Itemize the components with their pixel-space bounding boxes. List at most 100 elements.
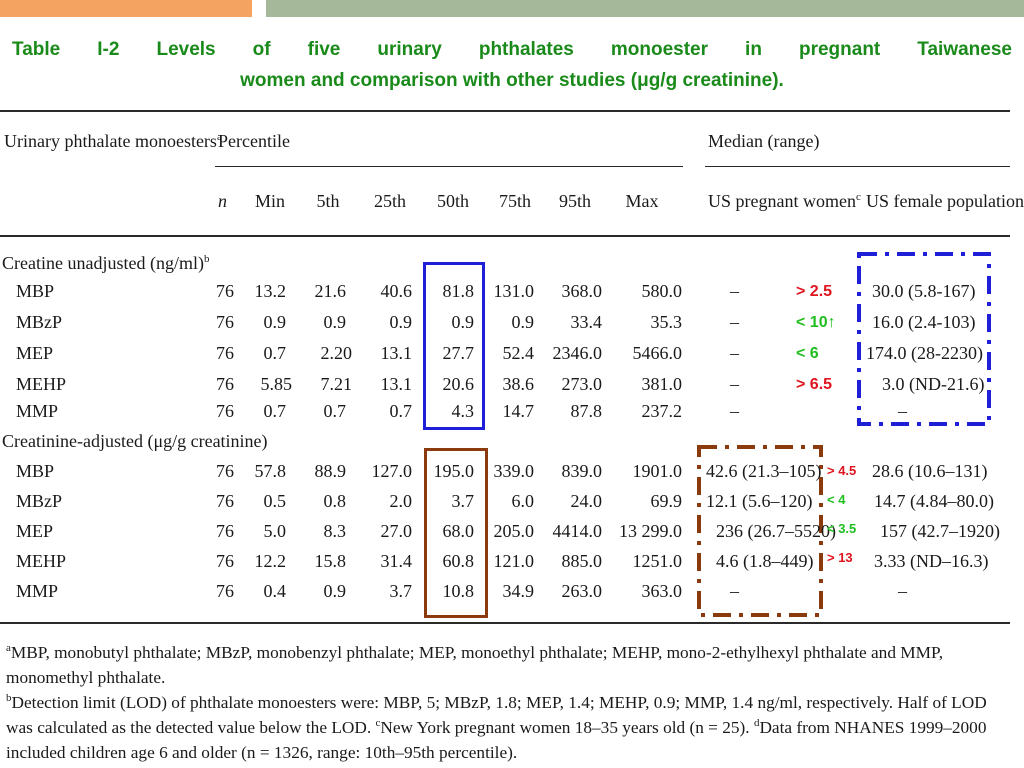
cell-us-pregnant: – [730, 343, 739, 363]
cell-p95: 4414.0 [552, 521, 603, 541]
section-label-unadjusted: Creatine unadjusted (ng/ml)b [2, 253, 210, 273]
cell-n: 76 [216, 312, 234, 332]
cell-p95: 33.4 [570, 312, 603, 332]
dashed-box-us-pregnant-adjusted [697, 445, 823, 617]
top-accent-bar-green [266, 0, 1024, 17]
title-line-2: women and comparison with other studies … [240, 70, 784, 91]
header-monoesters: Urinary phthalate monoestersa [4, 131, 222, 151]
cell-n: 76 [216, 521, 234, 541]
header-75th: 75th [498, 191, 531, 211]
cell-p50: 3.7 [451, 491, 475, 511]
cell-p75: 0.9 [511, 312, 535, 332]
annotation-ratio: < 6 [796, 345, 819, 362]
cell-min: 57.8 [254, 461, 287, 481]
cell-n: 76 [216, 491, 234, 511]
cell-p25: 27.0 [380, 521, 413, 541]
header-percentile: Percentile [218, 131, 290, 151]
cell-p95: 839.0 [561, 461, 603, 481]
cell-p5: 88.9 [314, 461, 347, 481]
annotation-ratio: > 13 [827, 550, 853, 565]
cell-us-female: 16.0 (2.4-103) [872, 312, 976, 332]
cell-us-pregnant: 12.1 (5.6–120) [706, 491, 813, 511]
highlight-box-50th-unadjusted [423, 262, 485, 430]
cell-p95: 368.0 [561, 281, 603, 301]
cell-p75: 339.0 [493, 461, 535, 481]
cell-p50: 20.6 [442, 374, 475, 394]
cell-p5: 0.9 [323, 581, 347, 601]
cell-max: 237.2 [641, 401, 683, 421]
cell-max: 363.0 [641, 581, 683, 601]
cell-p75: 34.9 [502, 581, 535, 601]
cell-us-female: 14.7 (4.84–80.0) [874, 491, 994, 511]
percentile-underline [215, 166, 683, 167]
cell-p50: 27.7 [442, 343, 475, 363]
cell-max: 580.0 [641, 281, 683, 301]
row-name: MMP [16, 581, 59, 601]
row-name: MEP [16, 343, 54, 363]
cell-us-pregnant: – [730, 374, 739, 394]
table-footnotes: aMBP, monobutyl phthalate; MBzP, monoben… [6, 640, 1016, 765]
cell-p5: 0.7 [323, 401, 347, 421]
cell-p75: 52.4 [502, 343, 535, 363]
cell-min: 13.2 [254, 281, 287, 301]
row-name: MBzP [16, 312, 63, 332]
cell-max: 381.0 [641, 374, 683, 394]
cell-p25: 0.9 [389, 312, 413, 332]
cell-min: 0.9 [263, 312, 287, 332]
cell-min: 0.5 [263, 491, 287, 511]
annotation-ratio: < 10↑ [796, 314, 836, 331]
header-n: n [218, 191, 227, 211]
cell-p25: 40.6 [380, 281, 413, 301]
annotation-ratio: > 6.5 [796, 376, 833, 393]
cell-p50: 0.9 [451, 312, 475, 332]
cell-us-female: 174.0 (28-2230) [866, 343, 983, 363]
cell-n: 76 [216, 401, 234, 421]
cell-us-female: 28.6 (10.6–131) [872, 461, 988, 481]
row-name: MMP [16, 401, 59, 421]
header-95th: 95th [558, 191, 591, 211]
cell-p95: 273.0 [561, 374, 603, 394]
cell-n: 76 [216, 551, 234, 571]
cell-us-pregnant: 4.6 (1.8–449) [716, 551, 814, 571]
cell-us-pregnant: – [730, 281, 739, 301]
cell-p95: 87.8 [570, 401, 603, 421]
cell-us-pregnant: 236 (26.7–5520) [716, 521, 836, 541]
highlight-box-50th-adjusted [424, 448, 488, 618]
row-name: MEHP [16, 551, 67, 571]
top-accent-bar-orange [0, 0, 252, 17]
cell-min: 0.7 [263, 401, 287, 421]
header-median-range: Median (range) [708, 131, 820, 151]
cell-us-female: 3.0 (ND-21.6) [882, 374, 985, 394]
cell-p25: 31.4 [380, 551, 413, 571]
cell-us-pregnant: – [730, 312, 739, 332]
cell-us-female: – [898, 401, 907, 421]
header-us-female: US female populationd [866, 191, 1024, 211]
row-name: MBzP [16, 491, 63, 511]
cell-p25: 13.1 [380, 343, 413, 363]
cell-min: 0.4 [263, 581, 287, 601]
cell-p5: 15.8 [314, 551, 347, 571]
cell-p75: 6.0 [511, 491, 535, 511]
cell-n: 76 [216, 461, 234, 481]
header-5th: 5th [316, 191, 340, 211]
cell-min: 5.85 [260, 374, 293, 394]
annotation-ratio: > 2.5 [796, 283, 833, 300]
cell-us-female: 30.0 (5.8-167) [872, 281, 976, 301]
header-us-pregnant: US pregnant womenc [708, 191, 861, 211]
cell-us-female: – [898, 581, 907, 601]
cell-p5: 8.3 [323, 521, 347, 541]
cell-n: 76 [216, 581, 234, 601]
cell-p5: 0.9 [323, 312, 347, 332]
row-name: MBP [16, 281, 55, 301]
cell-us-female: 3.33 (ND–16.3) [874, 551, 989, 571]
cell-p25: 3.7 [389, 581, 413, 601]
cell-p50: 81.8 [442, 281, 475, 301]
slide-title: Table I-2 Levels of five urinary phthala… [12, 34, 1012, 96]
cell-p75: 205.0 [493, 521, 535, 541]
annotation-ratio: < 4 [827, 492, 846, 507]
cell-p25: 0.7 [389, 401, 413, 421]
cell-max: 35.3 [650, 312, 683, 332]
cell-min: 0.7 [263, 343, 287, 363]
cell-us-female: 157 (42.7–1920) [880, 521, 1000, 541]
cell-p5: 0.8 [323, 491, 347, 511]
